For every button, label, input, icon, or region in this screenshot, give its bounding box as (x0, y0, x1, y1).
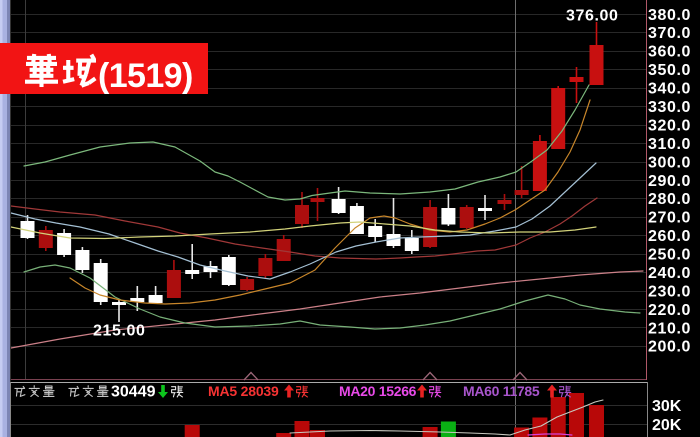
svg-text:MA60 11785: MA60 11785 (463, 383, 540, 399)
svg-text:MA20 15266: MA20 15266 (339, 383, 417, 399)
svg-text:376.00: 376.00 (566, 8, 619, 25)
svg-text:30449: 30449 (111, 384, 156, 401)
svg-text:250.0: 250.0 (648, 247, 691, 264)
svg-text:340.0: 340.0 (648, 81, 691, 98)
svg-text:310.0: 310.0 (648, 136, 691, 153)
svg-text:360.0: 360.0 (648, 44, 691, 61)
svg-text:260.0: 260.0 (648, 228, 691, 245)
svg-text:240.0: 240.0 (648, 265, 691, 282)
svg-text:370.0: 370.0 (648, 25, 691, 42)
svg-text:210.0: 210.0 (648, 320, 691, 337)
svg-text:280.0: 280.0 (648, 191, 691, 208)
svg-text:320.0: 320.0 (648, 117, 691, 134)
svg-text:30K: 30K (652, 398, 682, 415)
svg-text:215.00: 215.00 (93, 323, 146, 340)
svg-text:380.0: 380.0 (648, 7, 691, 24)
svg-text:330.0: 330.0 (648, 99, 691, 116)
svg-text:220.0: 220.0 (648, 302, 691, 319)
svg-text:300.0: 300.0 (648, 154, 691, 171)
svg-text:MA5 28039: MA5 28039 (208, 383, 279, 399)
svg-text:350.0: 350.0 (648, 62, 691, 79)
svg-text:(1519): (1519) (98, 57, 193, 95)
svg-text:20K: 20K (652, 417, 682, 434)
svg-text:290.0: 290.0 (648, 173, 691, 190)
svg-text:200.0: 200.0 (648, 339, 691, 356)
svg-text:230.0: 230.0 (648, 283, 691, 300)
svg-text:270.0: 270.0 (648, 210, 691, 227)
